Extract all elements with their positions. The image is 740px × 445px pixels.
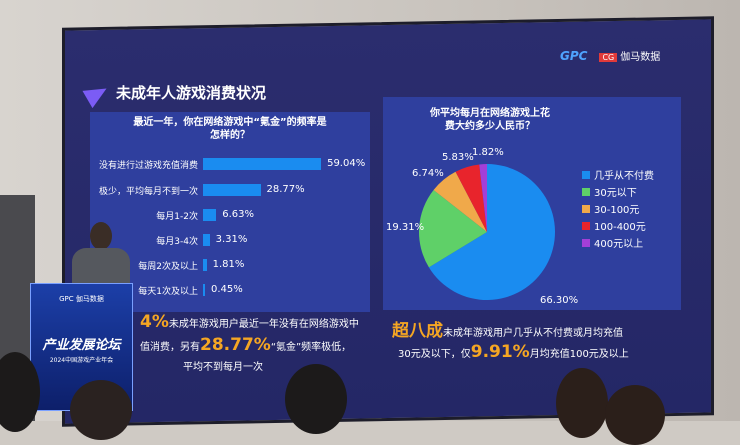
bar-label: 极少，平均每月不到一次 xyxy=(98,187,198,197)
pie-label: 66.30% xyxy=(540,295,579,306)
legend-swatch xyxy=(582,238,590,247)
pie-label: 19.31% xyxy=(386,222,425,233)
bar xyxy=(203,184,261,196)
legend-item: 30元以下 xyxy=(582,184,637,199)
audience-head xyxy=(556,368,608,438)
audience-head xyxy=(0,352,40,432)
pie-chart xyxy=(419,164,555,300)
audience-head xyxy=(285,364,347,434)
legend-item: 几乎从不付费 xyxy=(582,167,654,182)
gpc-logo: GPC xyxy=(560,48,588,63)
gamma-logo: CG 伽马数据 xyxy=(599,48,660,63)
legend-item: 30-100元 xyxy=(582,201,639,216)
summary-right-line2: 30元及以下，仅9.91%月均充值100元及以上 xyxy=(398,342,629,362)
bar-chart-panel xyxy=(90,112,370,312)
pie-slice xyxy=(479,164,487,232)
bar-value: 3.31% xyxy=(215,234,248,245)
legend-swatch xyxy=(582,187,590,196)
bar-value: 6.63% xyxy=(222,209,255,220)
legend-swatch xyxy=(582,221,590,230)
bar-value: 28.77% xyxy=(266,184,305,195)
slide-title: 未成年人游戏消费状况 xyxy=(116,84,267,102)
pie-slice xyxy=(428,164,555,300)
bar xyxy=(203,209,217,221)
bar-label: 每天1次及以上 xyxy=(138,287,198,297)
bar-label: 每周2次及以上 xyxy=(138,262,198,272)
bar-value: 0.45% xyxy=(211,284,243,295)
bar-value: 1.81% xyxy=(212,259,245,270)
bar-value: 59.04% xyxy=(327,158,366,169)
bar xyxy=(203,259,207,271)
pie-slice xyxy=(455,164,487,232)
bar-label: 每月3-4次 xyxy=(156,237,198,247)
summary-left-line3: 平均不到每月一次 xyxy=(183,362,263,373)
pie-label: 1.82% xyxy=(472,147,504,158)
pie-slice xyxy=(433,171,487,232)
audience-head xyxy=(605,385,665,445)
legend-item: 400元以上 xyxy=(582,235,643,250)
bar-label: 没有进行过游戏充值消费 xyxy=(98,161,198,171)
bar xyxy=(203,284,205,296)
pie-slice xyxy=(419,189,487,268)
pie-chart-title: 你平均每月在网络游戏上花费大约多少人民币？ xyxy=(430,108,550,132)
bar-chart-title: 最近一年，你在网络游戏中“氪金”的频率是怎样的？ xyxy=(133,117,327,141)
summary-left-line1: 4%未成年游戏用户最近一年没有在网络游戏中 xyxy=(140,312,359,332)
legend-swatch xyxy=(582,170,590,179)
summary-left-line2: 值消费，另有28.77%“氪金”频率极低， xyxy=(140,335,352,355)
legend-swatch xyxy=(582,204,590,213)
legend-item: 100-400元 xyxy=(582,218,646,233)
audience-head xyxy=(70,380,132,440)
logos: GPC CG 伽马数据 xyxy=(560,48,660,64)
speaker xyxy=(70,222,132,292)
summary-right-line1: 超八成未成年游戏用户几乎从不付费或月均充值 xyxy=(392,321,623,341)
bar-label: 每月1-2次 xyxy=(156,212,198,222)
bar xyxy=(203,158,322,170)
pie-label: 6.74% xyxy=(412,168,444,179)
bar xyxy=(203,234,210,246)
pie-label: 5.83% xyxy=(442,152,474,163)
